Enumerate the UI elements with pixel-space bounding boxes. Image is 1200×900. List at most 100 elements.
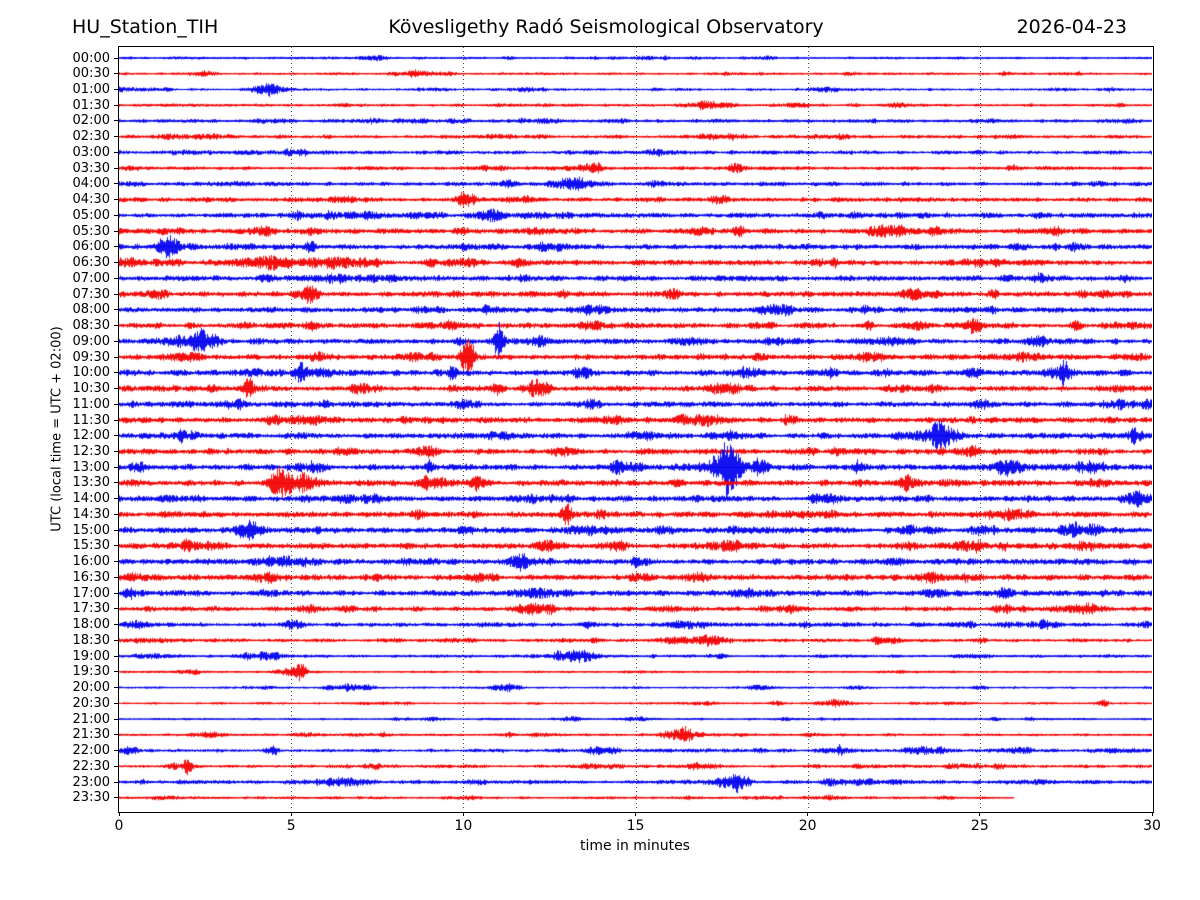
y-tick-mark — [114, 435, 119, 437]
y-tick-mark — [114, 765, 119, 767]
y-tick-mark — [114, 199, 119, 201]
y-tick-mark — [114, 214, 119, 216]
y-tick-mark — [114, 718, 119, 720]
y-tick-mark — [114, 419, 119, 421]
x-tick-label: 30 — [1143, 818, 1161, 834]
seismogram-traces — [119, 47, 1152, 811]
y-tick-label: 01:30 — [72, 97, 110, 113]
y-tick-mark — [114, 576, 119, 578]
y-tick-label: 03:00 — [72, 144, 110, 160]
y-tick-label: 20:00 — [72, 680, 110, 696]
y-tick-mark — [114, 372, 119, 374]
observatory-title: Kövesligethy Radó Seismological Observat… — [388, 16, 824, 38]
y-tick-mark — [114, 498, 119, 500]
y-tick-label: 17:30 — [72, 601, 110, 617]
y-tick-label: 14:30 — [72, 506, 110, 522]
y-tick-mark — [114, 608, 119, 610]
y-tick-mark — [114, 687, 119, 689]
y-tick-label: 07:30 — [72, 286, 110, 302]
y-tick-label: 02:00 — [72, 113, 110, 129]
y-tick-label: 19:00 — [72, 648, 110, 664]
y-tick-mark — [114, 88, 119, 90]
y-tick-label: 11:30 — [72, 412, 110, 428]
y-tick-mark — [114, 262, 119, 264]
y-tick-label: 10:30 — [72, 381, 110, 397]
y-tick-label: 01:00 — [72, 81, 110, 97]
x-tick-mark — [118, 812, 120, 816]
y-tick-label: 22:00 — [72, 743, 110, 759]
y-tick-mark — [114, 120, 119, 122]
y-tick-label: 17:00 — [72, 585, 110, 601]
y-tick-mark — [114, 73, 119, 75]
x-tick-label: 5 — [286, 818, 296, 834]
y-tick-label: 19:30 — [72, 664, 110, 680]
x-tick-mark — [807, 812, 809, 816]
y-tick-mark — [114, 325, 119, 327]
x-tick-mark — [290, 812, 292, 816]
y-tick-label: 13:30 — [72, 475, 110, 491]
x-axis-label: time in minutes — [580, 838, 690, 854]
y-tick-label: 15:30 — [72, 538, 110, 554]
y-tick-mark — [114, 246, 119, 248]
x-tick-label: 15 — [626, 818, 645, 834]
y-tick-label: 12:00 — [72, 428, 110, 444]
y-tick-mark — [114, 388, 119, 390]
y-tick-mark — [114, 545, 119, 547]
y-tick-mark — [114, 750, 119, 752]
y-tick-label: 16:30 — [72, 569, 110, 585]
y-tick-label: 20:30 — [72, 695, 110, 711]
y-tick-mark — [114, 482, 119, 484]
y-tick-mark — [114, 734, 119, 736]
y-tick-mark — [114, 451, 119, 452]
y-tick-mark — [114, 277, 119, 279]
y-tick-mark — [114, 781, 119, 783]
y-tick-label: 09:00 — [72, 333, 110, 349]
y-tick-mark — [114, 639, 119, 641]
y-tick-label: 21:30 — [72, 727, 110, 743]
y-tick-label: 18:30 — [72, 632, 110, 648]
y-tick-label: 05:30 — [72, 223, 110, 239]
y-tick-mark — [114, 624, 119, 626]
y-tick-mark — [114, 183, 119, 185]
y-tick-label: 15:00 — [72, 522, 110, 538]
x-tick-label: 20 — [798, 818, 817, 834]
x-tick-label: 10 — [454, 818, 473, 834]
y-tick-label: 22:30 — [72, 758, 110, 774]
y-tick-mark — [114, 671, 119, 673]
y-tick-label: 12:30 — [72, 444, 110, 459]
y-tick-mark — [114, 104, 119, 106]
y-tick-mark — [114, 561, 119, 563]
y-tick-mark — [114, 340, 119, 342]
y-tick-label: 00:30 — [72, 66, 110, 82]
y-tick-mark — [114, 151, 119, 153]
y-tick-label: 09:30 — [72, 349, 110, 365]
x-tick-label: 0 — [114, 818, 124, 834]
y-tick-label: 06:00 — [72, 239, 110, 255]
x-tick-label: 25 — [970, 818, 989, 834]
y-tick-mark — [114, 230, 119, 232]
y-tick-label: 03:30 — [72, 160, 110, 176]
y-tick-label: 00:00 — [72, 50, 110, 66]
y-tick-label: 06:30 — [72, 255, 110, 271]
y-tick-label: 11:00 — [72, 396, 110, 412]
y-tick-mark — [114, 403, 119, 405]
date-title: 2026-04-23 — [1016, 16, 1127, 38]
y-tick-label: 18:00 — [72, 617, 110, 633]
y-tick-label: 04:30 — [72, 192, 110, 208]
y-tick-mark — [114, 529, 119, 531]
x-tick-mark — [1151, 812, 1153, 816]
y-tick-mark — [114, 797, 119, 799]
y-tick-mark — [114, 167, 119, 169]
y-tick-label: 07:00 — [72, 270, 110, 286]
y-tick-mark — [114, 513, 119, 515]
y-tick-label: 05:00 — [72, 207, 110, 223]
y-tick-label: 08:30 — [72, 318, 110, 334]
y-tick-mark — [114, 293, 119, 295]
y-tick-mark — [114, 136, 119, 138]
y-tick-mark — [114, 309, 119, 311]
y-tick-mark — [114, 57, 119, 59]
y-tick-label: 23:30 — [72, 790, 110, 806]
plot-area — [117, 45, 1154, 813]
x-tick-mark — [462, 812, 464, 816]
y-tick-mark — [114, 592, 119, 594]
